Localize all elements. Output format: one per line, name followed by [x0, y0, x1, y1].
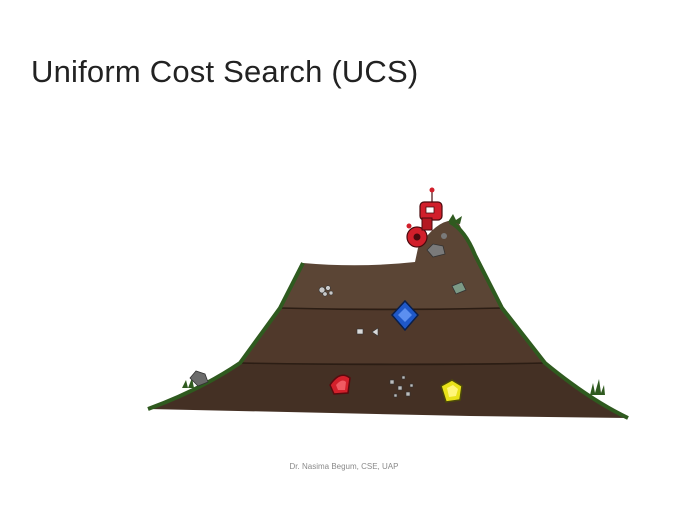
bottle — [451, 281, 467, 295]
stones-bottom — [389, 375, 414, 398]
dirt-layer-bottom — [148, 363, 628, 418]
stones-top — [318, 285, 334, 297]
slide-title: Uniform Cost Search (UCS) — [31, 54, 419, 89]
dirt-layer-middle — [240, 308, 545, 363]
rock-top — [426, 243, 446, 258]
dirt-mound-illustration — [147, 187, 629, 420]
red-gem — [329, 374, 351, 395]
grass-left — [147, 262, 305, 411]
robot-figure — [406, 187, 447, 248]
grass-right — [448, 220, 629, 420]
blue-gem — [390, 299, 420, 332]
rock-left — [189, 370, 209, 387]
stones-middle — [356, 327, 379, 337]
yellow-gem — [440, 379, 463, 403]
dirt-layer-top — [280, 220, 502, 308]
slide-footer: Dr. Nasima Begum, CSE, UAP — [289, 462, 399, 471]
